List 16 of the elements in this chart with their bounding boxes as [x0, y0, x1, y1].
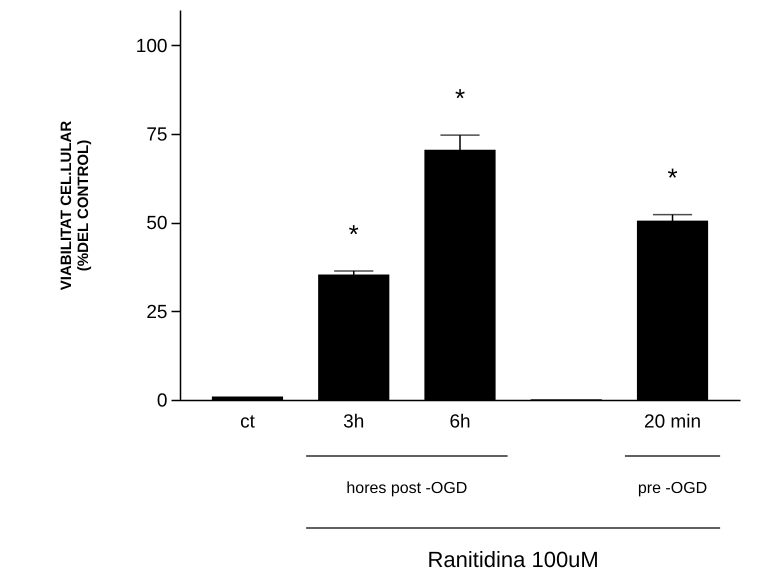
- x-tick-label: 3h: [343, 412, 364, 432]
- x-tick-label: ct: [240, 412, 256, 432]
- y-tick-label: 100: [136, 36, 168, 57]
- y-tick-label: 25: [146, 302, 168, 323]
- y-tick-label: 50: [146, 213, 168, 234]
- y-axis-title: VIABILITAT CEL.LULAR (%DEL CONTROL): [58, 120, 92, 290]
- annotation: *: [667, 162, 678, 193]
- x-tick-label: 20 min: [644, 412, 702, 432]
- annotation: *: [454, 83, 466, 114]
- text: hores post -OGD: [346, 480, 468, 497]
- y-tick-label: 0: [156, 390, 168, 412]
- annotation: *: [348, 218, 359, 249]
- y-tick-label: 75: [146, 124, 168, 146]
- text: Ranitidina 100uM: [428, 547, 599, 572]
- text: pre -OGD: [638, 480, 708, 497]
- x-tick-label: 6h: [449, 412, 471, 432]
